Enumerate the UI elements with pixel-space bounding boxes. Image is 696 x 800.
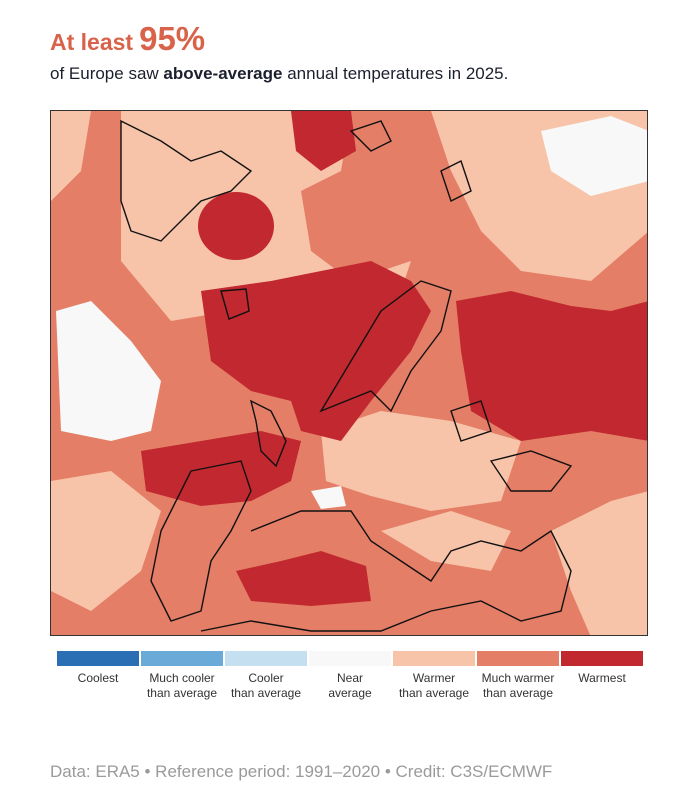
legend-label-line1: Warmest <box>578 671 626 685</box>
headline-lead: At least <box>50 29 134 55</box>
headline: At least 95% <box>50 20 205 58</box>
legend-swatch <box>477 651 559 666</box>
map-svg <box>51 111 647 635</box>
headline-value: 95% <box>139 20 206 57</box>
legend-label: Warmer than average <box>393 671 475 701</box>
legend-label-line1: Coolest <box>77 671 119 685</box>
legend-swatch <box>393 651 475 666</box>
legend-label: Coolest <box>57 671 139 686</box>
near-average-regions <box>56 116 647 509</box>
warmest-regions <box>141 111 647 606</box>
legend-swatch <box>561 651 643 666</box>
legend-item: Warmer than average <box>393 651 475 701</box>
subtitle-pre: of Europe saw <box>50 64 164 83</box>
subtitle-bold: above-average <box>163 64 283 83</box>
legend-label: Near average <box>309 671 391 701</box>
footer-credit: Data: ERA5 • Reference period: 1991–2020… <box>50 762 553 781</box>
legend-item: Much cooler than average <box>141 651 223 701</box>
legend-label: Much cooler than average <box>141 671 223 701</box>
legend-label-line1: Cooler <box>248 671 284 685</box>
legend-label-line1: Much warmer <box>481 671 555 685</box>
legend-swatch <box>141 651 223 666</box>
legend-label-line2: than average <box>398 686 470 700</box>
legend-swatch <box>309 651 391 666</box>
legend-label-line1: Near <box>336 671 363 685</box>
legend-item: Warmest <box>561 651 643 701</box>
legend-label: Much warmer than average <box>477 671 559 701</box>
legend-swatch <box>57 651 139 666</box>
legend: Coolest Much cooler than average Cooler than… <box>57 651 643 701</box>
legend-label-line2: average <box>328 686 372 700</box>
subtitle-post: annual temperatures in 2025. <box>282 64 509 83</box>
legend-label-line1: Much cooler <box>149 671 215 685</box>
legend-label-line2: than average <box>482 686 554 700</box>
legend-label-line1: Warmer <box>412 671 456 685</box>
legend-label-line2: than average <box>146 686 218 700</box>
legend-item: Coolest <box>57 651 139 701</box>
legend-item: Much warmer than average <box>477 651 559 701</box>
subtitle: of Europe saw above-average annual tempe… <box>50 64 508 84</box>
legend-label-line2: than average <box>230 686 302 700</box>
legend-item: Cooler than average <box>225 651 307 701</box>
europe-temperature-anomaly-map <box>50 110 648 636</box>
legend-item: Near average <box>309 651 391 701</box>
coastlines <box>120 119 573 632</box>
legend-label: Cooler than average <box>225 671 307 701</box>
legend-label: Warmest <box>561 671 643 686</box>
legend-swatch <box>225 651 307 666</box>
